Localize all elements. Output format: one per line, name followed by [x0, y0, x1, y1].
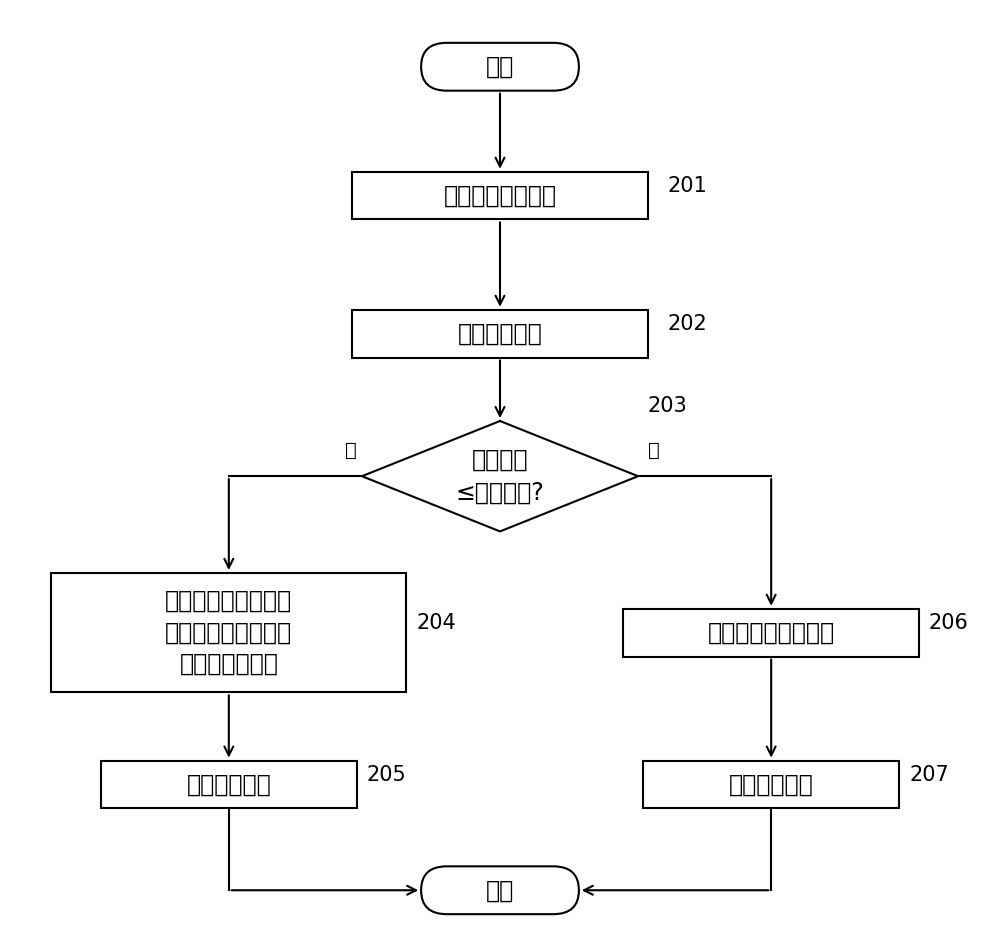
Text: 聚类距离
≤预设距离?: 聚类距离 ≤预设距离?: [456, 447, 544, 505]
Text: 202: 202: [668, 315, 707, 334]
Text: 获取车辆解锁位置: 获取车辆解锁位置: [444, 184, 556, 207]
Text: 开始: 开始: [486, 55, 514, 78]
Text: 203: 203: [648, 396, 688, 417]
FancyBboxPatch shape: [352, 172, 648, 219]
Text: 是: 是: [345, 441, 357, 460]
Text: 206: 206: [929, 614, 969, 633]
FancyBboxPatch shape: [421, 867, 579, 914]
Text: 207: 207: [909, 765, 949, 785]
FancyBboxPatch shape: [352, 310, 648, 358]
Text: 计算聚类距离: 计算聚类距离: [458, 321, 542, 346]
Text: 结束: 结束: [486, 878, 514, 902]
Text: 201: 201: [668, 177, 707, 196]
Text: 204: 204: [416, 614, 456, 633]
FancyBboxPatch shape: [101, 760, 357, 808]
Text: 205: 205: [367, 765, 407, 785]
Text: 更新中心位置: 更新中心位置: [186, 772, 271, 797]
Text: 建立新的车辆集中簇: 建立新的车辆集中簇: [708, 620, 835, 644]
Text: 获取中心位置: 获取中心位置: [729, 772, 814, 797]
Polygon shape: [362, 421, 638, 531]
FancyBboxPatch shape: [51, 573, 406, 692]
FancyBboxPatch shape: [421, 43, 579, 91]
FancyBboxPatch shape: [623, 609, 919, 657]
FancyBboxPatch shape: [643, 760, 899, 808]
Text: 否: 否: [648, 441, 660, 460]
Text: 将车辆解锁位置归为
满足条件的距离所对
应的车辆集中簇: 将车辆解锁位置归为 满足条件的距离所对 应的车辆集中簇: [165, 589, 292, 676]
